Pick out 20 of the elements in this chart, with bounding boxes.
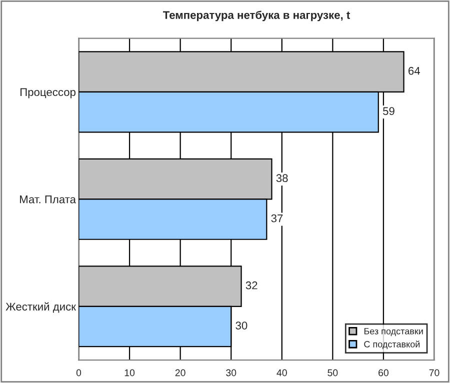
data-label: 38 — [276, 174, 288, 182]
data-label: 37 — [271, 214, 283, 222]
x-tick-label: 0 — [76, 369, 82, 376]
legend-label: Без подставки — [364, 328, 423, 336]
x-tick-label: 40 — [276, 369, 287, 376]
x-tick-label: 50 — [328, 369, 338, 376]
legend-label: С подставкой — [364, 340, 420, 350]
x-tick-label: 30 — [226, 369, 236, 376]
data-label: 64 — [408, 66, 420, 75]
data-label: 59 — [382, 107, 394, 116]
y-tick-label: Жесткий диск — [6, 302, 76, 313]
chart-title: Температура нетбука в нагрузке, t — [163, 10, 350, 22]
x-tick-label: 20 — [175, 369, 186, 376]
data-label: 32 — [246, 281, 258, 290]
x-tick-label: 10 — [124, 369, 135, 376]
x-tick-label: 60 — [378, 369, 388, 376]
y-tick-label: Мат. Плата — [20, 196, 76, 204]
data-label: 30 — [236, 322, 248, 330]
y-tick-label: Процессор — [20, 88, 76, 98]
x-tick-label: 70 — [429, 369, 440, 376]
